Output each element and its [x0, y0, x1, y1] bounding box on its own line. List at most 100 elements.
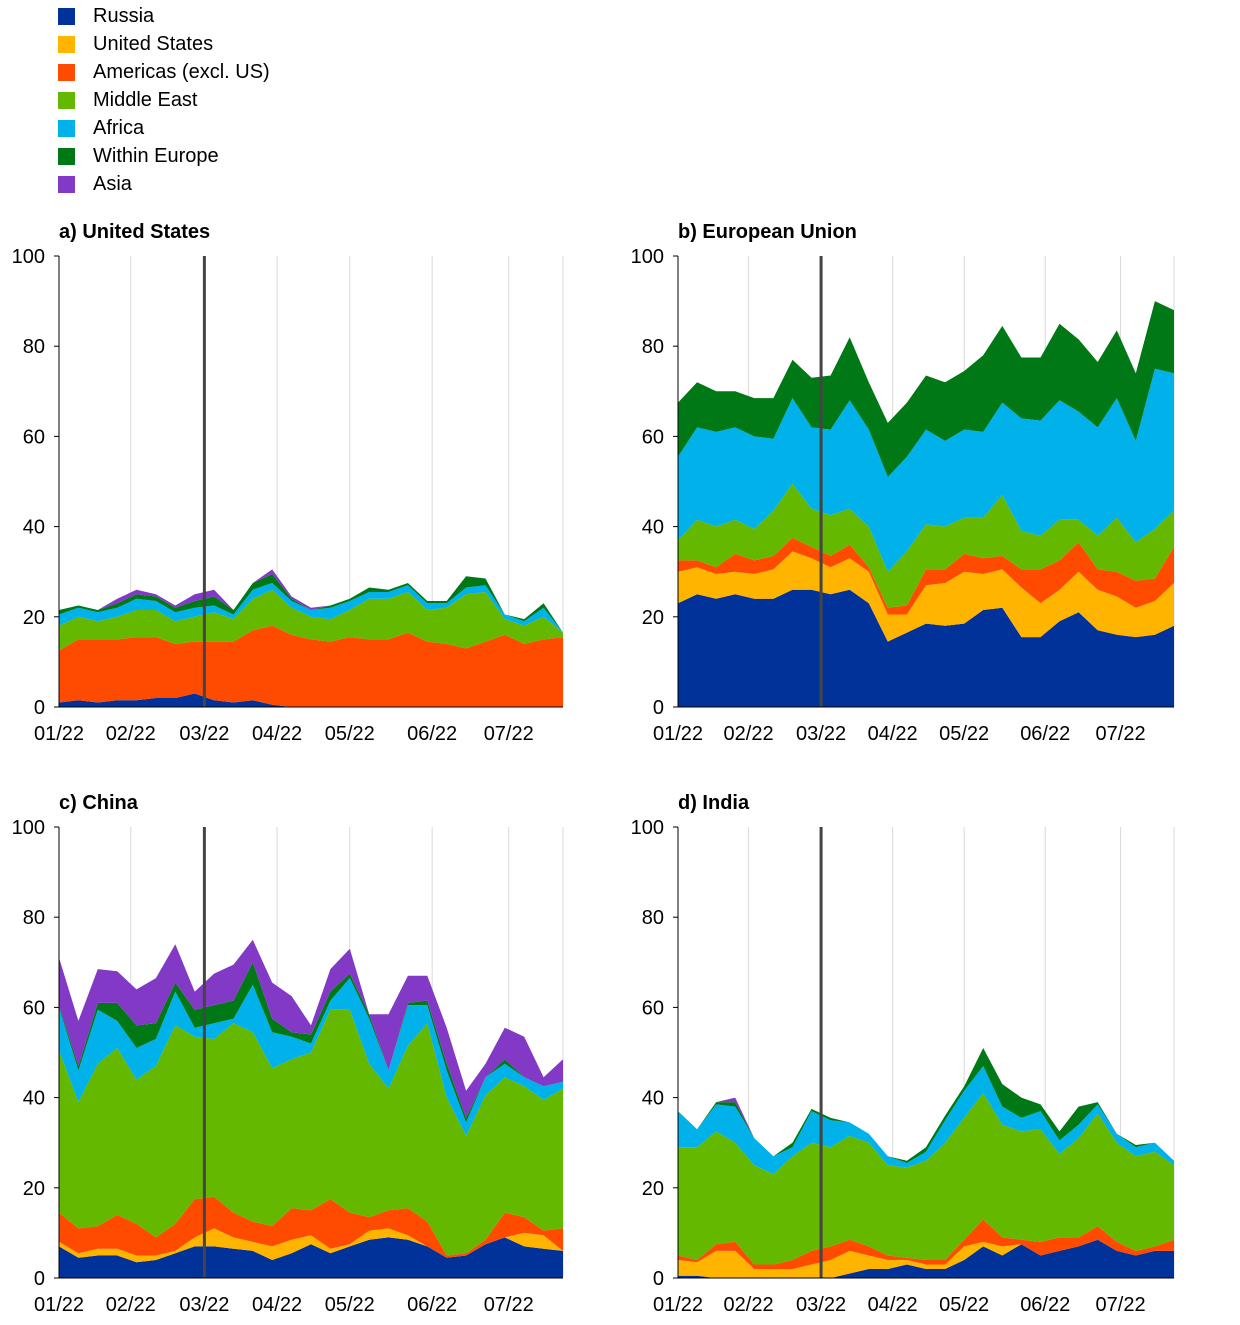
panel-title: a) United States: [59, 221, 210, 243]
x-tick-label: 06/22: [407, 1294, 457, 1316]
area-africa: [59, 583, 563, 633]
panel-3: c) China 0 20 40 60 80 100 01/22 02/22 03/22 04/22…: [12, 792, 564, 1316]
area-europe: [59, 962, 563, 1123]
area-middle_east: [678, 483, 1174, 608]
legend-swatch-russia-icon: [58, 7, 75, 25]
x-tick-label: 07/22: [484, 1294, 534, 1316]
y-tick-label: 100: [631, 817, 664, 839]
x-tick-label: 05/22: [325, 1294, 375, 1316]
area-asia: [59, 939, 563, 1118]
y-tick-label: 80: [642, 336, 664, 358]
legend-label-russia: Russia: [93, 4, 155, 27]
x-tick-label: 01/22: [34, 1294, 84, 1316]
y-tick-label: 0: [653, 697, 664, 719]
y-tick-label: 20: [23, 1178, 45, 1200]
x-tick-label: 07/22: [1096, 1294, 1146, 1316]
y-tick-label: 0: [653, 1268, 664, 1290]
x-tick-label: 04/22: [252, 1294, 302, 1316]
legend-label-middle-east: Middle East: [93, 88, 198, 111]
y-tick-label: 100: [12, 817, 45, 839]
legend-swatch-americas-icon: [58, 63, 75, 81]
area-americas: [59, 625, 563, 707]
y-tick-label: 40: [23, 1088, 45, 1110]
legend-label-africa: Africa: [93, 116, 145, 139]
y-tick-label: 0: [34, 1268, 45, 1290]
x-tick-label: 02/22: [724, 1294, 774, 1316]
panel-4: d) India 0 20 40 60 80 100 01/22 02/22 03/22 04/22…: [631, 792, 1175, 1316]
x-tick-label: 05/22: [325, 723, 375, 745]
panel-title: c) China: [59, 792, 139, 814]
area-russia: [678, 1239, 1174, 1278]
area-middle_east: [678, 1093, 1174, 1265]
area-russia: [678, 589, 1174, 707]
x-tick-label: 04/22: [252, 723, 302, 745]
x-tick-label: 03/22: [796, 1294, 846, 1316]
y-tick-label: 20: [642, 607, 664, 629]
legend-swatch-united-states-icon: [58, 35, 75, 53]
area-us: [678, 551, 1174, 642]
legend-item-middle-east: Middle East: [58, 86, 270, 114]
y-tick-label: 80: [642, 907, 664, 929]
x-tick-label: 06/22: [1020, 1294, 1070, 1316]
area-us: [678, 1239, 1174, 1278]
x-tick-label: 04/22: [868, 723, 918, 745]
x-tick-label: 01/22: [653, 1294, 703, 1316]
area-russia: [59, 1237, 563, 1278]
x-tick-label: 02/22: [106, 1294, 156, 1316]
y-tick-label: 0: [34, 697, 45, 719]
y-tick-label: 80: [23, 907, 45, 929]
legend-label-asia: Asia: [93, 172, 132, 195]
legend-item-russia: Russia: [58, 2, 270, 30]
legend-item-americas: Americas (excl. US): [58, 58, 270, 86]
legend-item-within-europe: Within Europe: [58, 142, 270, 170]
x-tick-label: 05/22: [939, 1294, 989, 1316]
area-americas: [678, 537, 1174, 615]
y-tick-label: 80: [23, 336, 45, 358]
x-tick-label: 03/22: [179, 1294, 229, 1316]
legend-label-within-europe: Within Europe: [93, 144, 219, 167]
legend-swatch-asia-icon: [58, 175, 75, 193]
y-tick-label: 40: [642, 1088, 664, 1110]
legend-swatch-africa-icon: [58, 119, 75, 137]
x-tick-label: 06/22: [1020, 723, 1070, 745]
y-tick-label: 20: [642, 1178, 664, 1200]
y-tick-label: 60: [23, 426, 45, 448]
x-tick-label: 01/22: [653, 723, 703, 745]
x-tick-label: 07/22: [484, 723, 534, 745]
legend-label-united-states: United States: [93, 32, 214, 55]
x-tick-label: 02/22: [724, 723, 774, 745]
area-africa: [59, 978, 563, 1136]
panel-title: b) European Union: [678, 221, 857, 243]
y-tick-label: 100: [12, 246, 45, 268]
panel-title: d) India: [678, 792, 750, 814]
y-tick-label: 20: [23, 607, 45, 629]
y-tick-label: 100: [631, 246, 664, 268]
area-africa: [678, 1066, 1174, 1175]
legend-item-africa: Africa: [58, 114, 270, 142]
legend-item-asia: Asia: [58, 170, 270, 198]
legend-swatch-middle-east-icon: [58, 91, 75, 109]
x-tick-label: 01/22: [34, 723, 84, 745]
area-russia: [59, 693, 563, 707]
x-tick-label: 07/22: [1096, 723, 1146, 745]
y-tick-label: 40: [23, 517, 45, 539]
x-tick-label: 05/22: [939, 723, 989, 745]
area-africa: [678, 368, 1174, 572]
x-tick-label: 06/22: [407, 723, 457, 745]
legend-label-americas: Americas (excl. US): [93, 60, 270, 83]
panel-2: b) European Union 0 20 40 60 80 100 01/22 02/22 0…: [631, 221, 1175, 745]
area-middle_east: [59, 589, 563, 651]
legend-swatch-within-europe-icon: [58, 147, 75, 165]
x-tick-label: 02/22: [106, 723, 156, 745]
area-americas: [678, 1219, 1174, 1269]
legend-item-united-states: United States: [58, 30, 270, 58]
y-tick-label: 40: [642, 517, 664, 539]
area-middle_east: [59, 1009, 563, 1256]
x-tick-label: 03/22: [179, 723, 229, 745]
panel-1: a) United States 0 20 40 60 80 100 01/22 02/22 03…: [12, 221, 564, 745]
y-tick-label: 60: [23, 997, 45, 1019]
x-tick-label: 04/22: [868, 1294, 918, 1316]
area-europe: [678, 301, 1174, 477]
y-tick-label: 60: [642, 426, 664, 448]
